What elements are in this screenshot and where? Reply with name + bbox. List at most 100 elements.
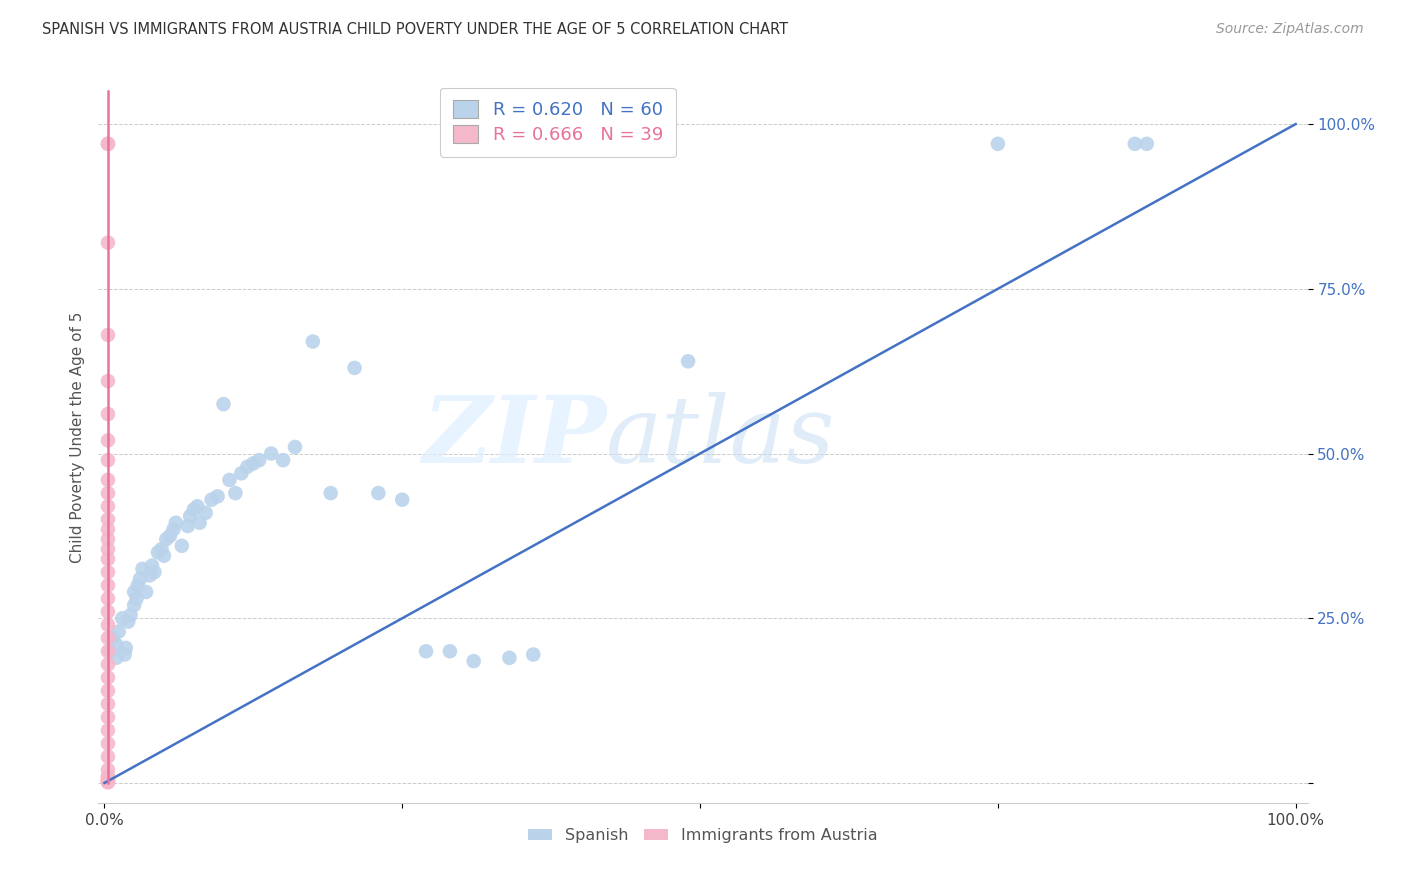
Point bbox=[155, 533, 177, 547]
Point bbox=[97, 723, 120, 738]
Point bbox=[97, 552, 120, 566]
Legend: Spanish, Immigrants from Austria: Spanish, Immigrants from Austria bbox=[522, 822, 884, 850]
Point bbox=[97, 644, 120, 658]
Point bbox=[200, 492, 222, 507]
Point bbox=[114, 648, 136, 662]
Point bbox=[138, 568, 160, 582]
Point bbox=[242, 457, 264, 471]
Point bbox=[343, 360, 366, 375]
Point bbox=[415, 644, 437, 658]
Point bbox=[260, 446, 283, 460]
Point bbox=[135, 585, 157, 599]
Point bbox=[463, 654, 485, 668]
Point bbox=[284, 440, 307, 454]
Point bbox=[143, 565, 166, 579]
Point bbox=[439, 644, 461, 658]
Point bbox=[186, 500, 208, 514]
Point bbox=[97, 374, 120, 388]
Point bbox=[97, 533, 120, 547]
Point bbox=[122, 585, 145, 599]
Point bbox=[105, 638, 128, 652]
Point bbox=[153, 549, 176, 563]
Point bbox=[127, 578, 149, 592]
Point bbox=[111, 611, 134, 625]
Text: ZIP: ZIP bbox=[422, 392, 606, 482]
Point bbox=[97, 473, 120, 487]
Point bbox=[97, 434, 120, 448]
Point bbox=[97, 512, 120, 526]
Point bbox=[97, 136, 120, 151]
Point bbox=[236, 459, 259, 474]
Point bbox=[302, 334, 325, 349]
Point bbox=[97, 578, 120, 592]
Point bbox=[97, 542, 120, 557]
Point bbox=[177, 519, 200, 533]
Point bbox=[97, 763, 120, 777]
Point bbox=[97, 565, 120, 579]
Point bbox=[97, 591, 120, 606]
Point bbox=[97, 407, 120, 421]
Point bbox=[98, 644, 121, 658]
Point bbox=[391, 492, 413, 507]
Point bbox=[97, 605, 120, 619]
Point bbox=[146, 545, 169, 559]
Text: Source: ZipAtlas.com: Source: ZipAtlas.com bbox=[1216, 22, 1364, 37]
Point bbox=[114, 640, 136, 655]
Point bbox=[131, 562, 153, 576]
Point bbox=[129, 572, 152, 586]
Point bbox=[247, 453, 270, 467]
Point bbox=[105, 650, 128, 665]
Point bbox=[97, 775, 120, 789]
Point bbox=[97, 522, 120, 536]
Point bbox=[498, 650, 520, 665]
Point bbox=[107, 624, 129, 639]
Point bbox=[676, 354, 699, 368]
Point bbox=[97, 486, 120, 500]
Point bbox=[97, 618, 120, 632]
Point bbox=[97, 697, 120, 711]
Point bbox=[367, 486, 389, 500]
Point bbox=[97, 657, 120, 672]
Point bbox=[97, 671, 120, 685]
Point bbox=[97, 773, 120, 788]
Point bbox=[170, 539, 193, 553]
Point bbox=[150, 542, 173, 557]
Point bbox=[162, 522, 184, 536]
Point bbox=[97, 500, 120, 514]
Point bbox=[271, 453, 294, 467]
Point bbox=[141, 558, 163, 573]
Point bbox=[224, 486, 246, 500]
Point bbox=[97, 749, 120, 764]
Point bbox=[319, 486, 342, 500]
Point bbox=[117, 615, 139, 629]
Point bbox=[97, 774, 120, 789]
Point bbox=[97, 453, 120, 467]
Point bbox=[97, 769, 120, 783]
Text: SPANISH VS IMMIGRANTS FROM AUSTRIA CHILD POVERTY UNDER THE AGE OF 5 CORRELATION : SPANISH VS IMMIGRANTS FROM AUSTRIA CHILD… bbox=[42, 22, 789, 37]
Point bbox=[1136, 136, 1159, 151]
Point bbox=[1123, 136, 1146, 151]
Point bbox=[159, 529, 181, 543]
Text: atlas: atlas bbox=[606, 392, 835, 482]
Point bbox=[188, 516, 211, 530]
Point bbox=[122, 598, 145, 612]
Point bbox=[194, 506, 217, 520]
Point bbox=[183, 502, 205, 516]
Point bbox=[97, 771, 120, 785]
Point bbox=[231, 467, 253, 481]
Point bbox=[212, 397, 235, 411]
Point bbox=[101, 631, 124, 645]
Point bbox=[97, 737, 120, 751]
Point bbox=[97, 710, 120, 724]
Y-axis label: Child Poverty Under the Age of 5: Child Poverty Under the Age of 5 bbox=[69, 311, 84, 563]
Point bbox=[97, 136, 120, 151]
Point bbox=[97, 683, 120, 698]
Point bbox=[97, 235, 120, 250]
Point bbox=[207, 489, 229, 503]
Point bbox=[522, 648, 544, 662]
Point bbox=[218, 473, 240, 487]
Point bbox=[97, 327, 120, 342]
Point bbox=[97, 631, 120, 645]
Point bbox=[120, 607, 142, 622]
Point bbox=[987, 136, 1010, 151]
